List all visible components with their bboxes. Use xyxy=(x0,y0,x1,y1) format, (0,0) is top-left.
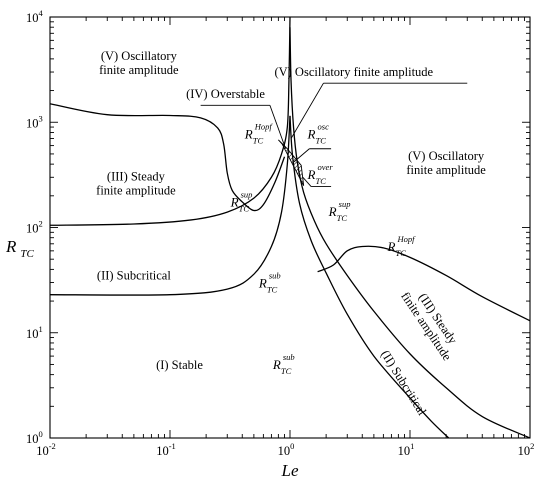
x-tick-label: 10-1 xyxy=(156,441,176,458)
curve-sub_right xyxy=(289,115,450,439)
region-label: (V) Oscillatory finite amplitude xyxy=(99,49,179,77)
curve-label-sub: TC xyxy=(239,204,250,214)
curve-label-sub: TC xyxy=(316,136,327,146)
curve-label-sup: over xyxy=(318,162,334,172)
curve-label-sub: TC xyxy=(253,136,264,146)
y-tick-label: 104 xyxy=(26,8,44,25)
region-label: (II) Subcritical xyxy=(97,269,171,283)
curve-label-sup: sub xyxy=(283,352,295,362)
y-axis-title-sub: TC xyxy=(20,248,34,260)
y-tick-label: 100 xyxy=(26,429,43,446)
region-label: (V) Oscillatory finite amplitude xyxy=(274,65,433,79)
y-tick-label: 101 xyxy=(26,324,43,341)
annotation-leader xyxy=(302,176,312,187)
annotation-leader xyxy=(290,82,324,139)
curve-label-main: R xyxy=(244,127,253,142)
y-axis-title: R TC xyxy=(5,237,35,260)
x-tick-label: 101 xyxy=(398,441,415,458)
annotation-leader xyxy=(269,105,287,149)
curve-label-main: R xyxy=(387,239,396,254)
curve-hopf_left xyxy=(49,103,286,212)
curve-label-main: R xyxy=(258,275,267,290)
curve-label-main: R xyxy=(272,357,281,372)
curve-label-sub: TC xyxy=(316,176,327,186)
region-label: (V) Oscillatory finite amplitude xyxy=(406,149,486,177)
y-tick-label: 103 xyxy=(26,113,43,130)
curve-sup_left xyxy=(49,16,291,226)
region-label: (II) Subcritical xyxy=(378,348,429,419)
curve-hopf_right xyxy=(317,245,531,322)
x-tick-label: 102 xyxy=(518,441,535,458)
curve-sub_left xyxy=(49,115,291,296)
curve-label-main: R xyxy=(307,167,316,182)
curve-label-sub: TC xyxy=(267,284,278,294)
annotation-leader xyxy=(293,148,310,163)
region-label: (I) Stable xyxy=(156,358,203,372)
curve-label-sup: Hopf xyxy=(254,122,274,132)
curve-sup_right xyxy=(289,27,531,439)
curve-label-sub: TC xyxy=(281,366,292,376)
curve-label-main: R xyxy=(328,204,337,219)
curve-label-hopf: R Hopf TC xyxy=(387,234,417,258)
curve-label-sub: TC xyxy=(337,213,348,223)
overstable-region xyxy=(278,139,305,186)
region-label: (IV) Overstable xyxy=(186,87,265,101)
curve-label-hopf: R Hopf TC xyxy=(244,122,274,146)
curve-label-sup: sup xyxy=(241,190,253,200)
curve-label-sup: osc xyxy=(318,122,330,132)
curve-label-main: R xyxy=(230,195,239,210)
x-axis-title: Le xyxy=(281,461,299,480)
y-axis-title-main: R xyxy=(5,237,17,256)
curve-label-sub: TC xyxy=(396,248,407,258)
x-tick-label: 100 xyxy=(278,441,295,458)
x-tick-label: 10-2 xyxy=(36,441,56,458)
y-tick-label: 102 xyxy=(26,219,43,236)
curve-label-sup: sub xyxy=(269,270,281,280)
curve-label-sup: sup xyxy=(339,199,351,209)
curve-label-sup: Hopf xyxy=(397,234,417,244)
curve-label-main: R xyxy=(307,127,316,142)
